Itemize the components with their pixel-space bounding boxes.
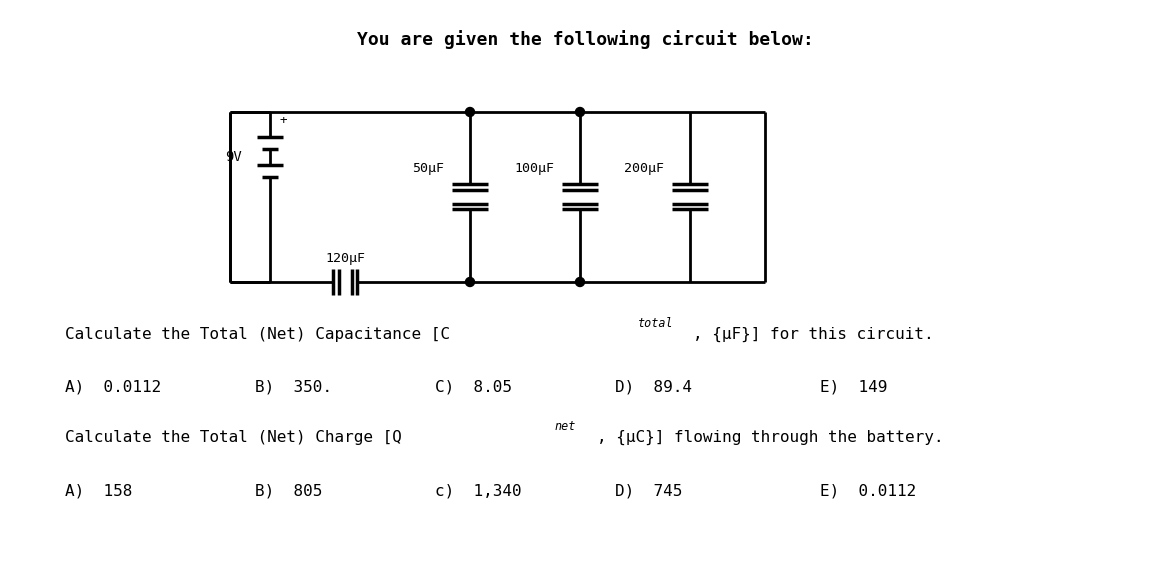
Circle shape — [466, 277, 475, 287]
Text: , {μC}] flowing through the battery.: , {μC}] flowing through the battery. — [597, 430, 943, 445]
Text: 200μF: 200μF — [624, 162, 665, 176]
Circle shape — [466, 108, 475, 117]
Text: D)  745: D) 745 — [615, 483, 682, 498]
Text: , {μF}] for this circuit.: , {μF}] for this circuit. — [693, 327, 934, 342]
Text: C)  8.05: C) 8.05 — [435, 380, 512, 395]
Text: 100μF: 100μF — [514, 162, 555, 176]
Text: E)  0.0112: E) 0.0112 — [820, 483, 916, 498]
Text: A)  0.0112: A) 0.0112 — [66, 380, 161, 395]
Text: 9V: 9V — [226, 150, 242, 164]
Text: E)  149: E) 149 — [820, 380, 887, 395]
Circle shape — [576, 277, 585, 287]
Text: net: net — [555, 420, 577, 433]
Text: You are given the following circuit below:: You are given the following circuit belo… — [357, 30, 813, 49]
Circle shape — [576, 108, 585, 117]
Text: Calculate the Total (Net) Charge [Q: Calculate the Total (Net) Charge [Q — [66, 430, 401, 445]
Text: B)  805: B) 805 — [255, 483, 323, 498]
Text: A)  158: A) 158 — [66, 483, 132, 498]
Text: 50μF: 50μF — [412, 162, 443, 176]
Text: 120μF: 120μF — [325, 252, 365, 265]
Text: D)  89.4: D) 89.4 — [615, 380, 691, 395]
Text: +: + — [278, 114, 287, 127]
Text: B)  350.: B) 350. — [255, 380, 332, 395]
Text: Calculate the Total (Net) Capacitance [C: Calculate the Total (Net) Capacitance [C — [66, 327, 450, 342]
Text: total: total — [638, 317, 674, 330]
Text: c)  1,340: c) 1,340 — [435, 483, 522, 498]
